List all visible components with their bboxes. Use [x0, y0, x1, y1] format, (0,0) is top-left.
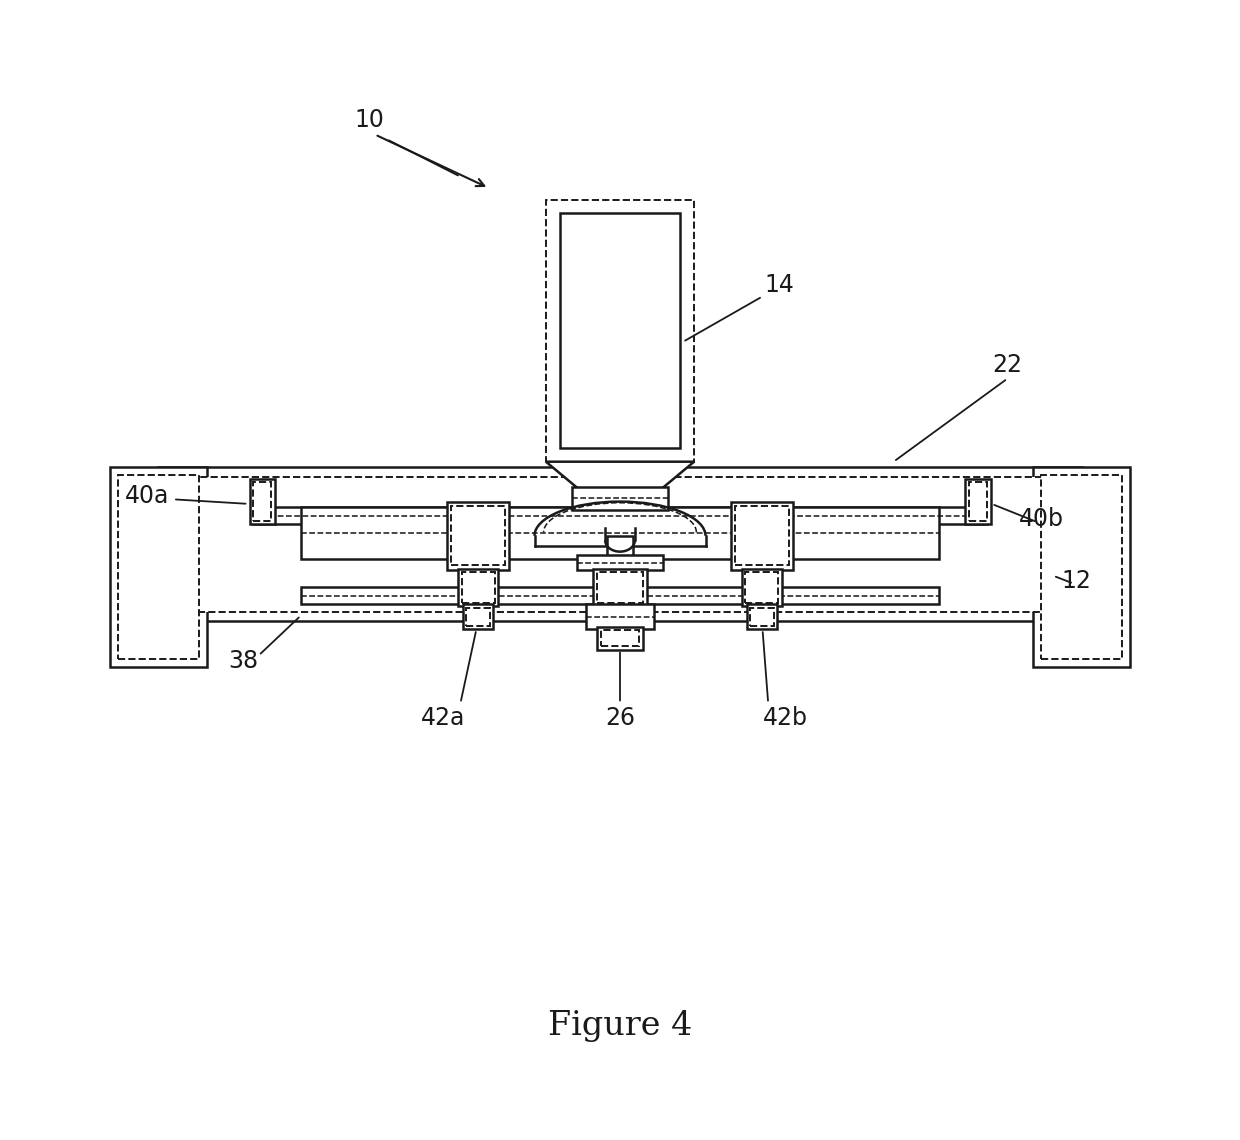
Bar: [593, 569, 647, 606]
Bar: [572, 487, 668, 510]
Bar: [600, 630, 640, 646]
Bar: [253, 482, 272, 521]
Bar: [742, 569, 782, 606]
Bar: [461, 572, 495, 603]
Bar: [750, 608, 774, 626]
Bar: [608, 536, 632, 570]
Bar: [745, 572, 779, 603]
Bar: [253, 507, 987, 524]
Bar: [577, 555, 663, 570]
Bar: [118, 475, 200, 659]
Bar: [249, 479, 274, 524]
Bar: [587, 494, 653, 524]
Bar: [301, 587, 939, 604]
Bar: [159, 467, 1081, 621]
Bar: [598, 627, 642, 650]
Bar: [110, 467, 207, 667]
Text: 26: 26: [605, 706, 635, 731]
Text: 40a: 40a: [125, 483, 169, 508]
Bar: [458, 569, 498, 606]
Bar: [1033, 467, 1130, 667]
Bar: [301, 507, 939, 559]
Bar: [966, 479, 991, 524]
Text: 10: 10: [355, 107, 384, 132]
Text: 42a: 42a: [422, 706, 465, 731]
Polygon shape: [546, 462, 694, 496]
Text: 22: 22: [992, 352, 1023, 377]
Bar: [746, 604, 777, 629]
Bar: [735, 506, 789, 565]
Bar: [585, 604, 655, 629]
Bar: [466, 608, 490, 626]
Text: 14: 14: [765, 272, 795, 298]
Bar: [451, 506, 505, 565]
Bar: [167, 477, 1073, 612]
Text: 42b: 42b: [763, 706, 807, 731]
Text: 12: 12: [1061, 569, 1091, 594]
Bar: [598, 572, 642, 603]
Text: 40b: 40b: [1019, 506, 1064, 531]
Bar: [1040, 475, 1122, 659]
Bar: [968, 482, 987, 521]
Text: Figure 4: Figure 4: [548, 1010, 692, 1042]
Bar: [446, 502, 510, 570]
Text: 38: 38: [228, 649, 259, 674]
Bar: [559, 213, 681, 448]
Bar: [463, 604, 494, 629]
Bar: [546, 200, 694, 462]
Bar: [730, 502, 794, 570]
